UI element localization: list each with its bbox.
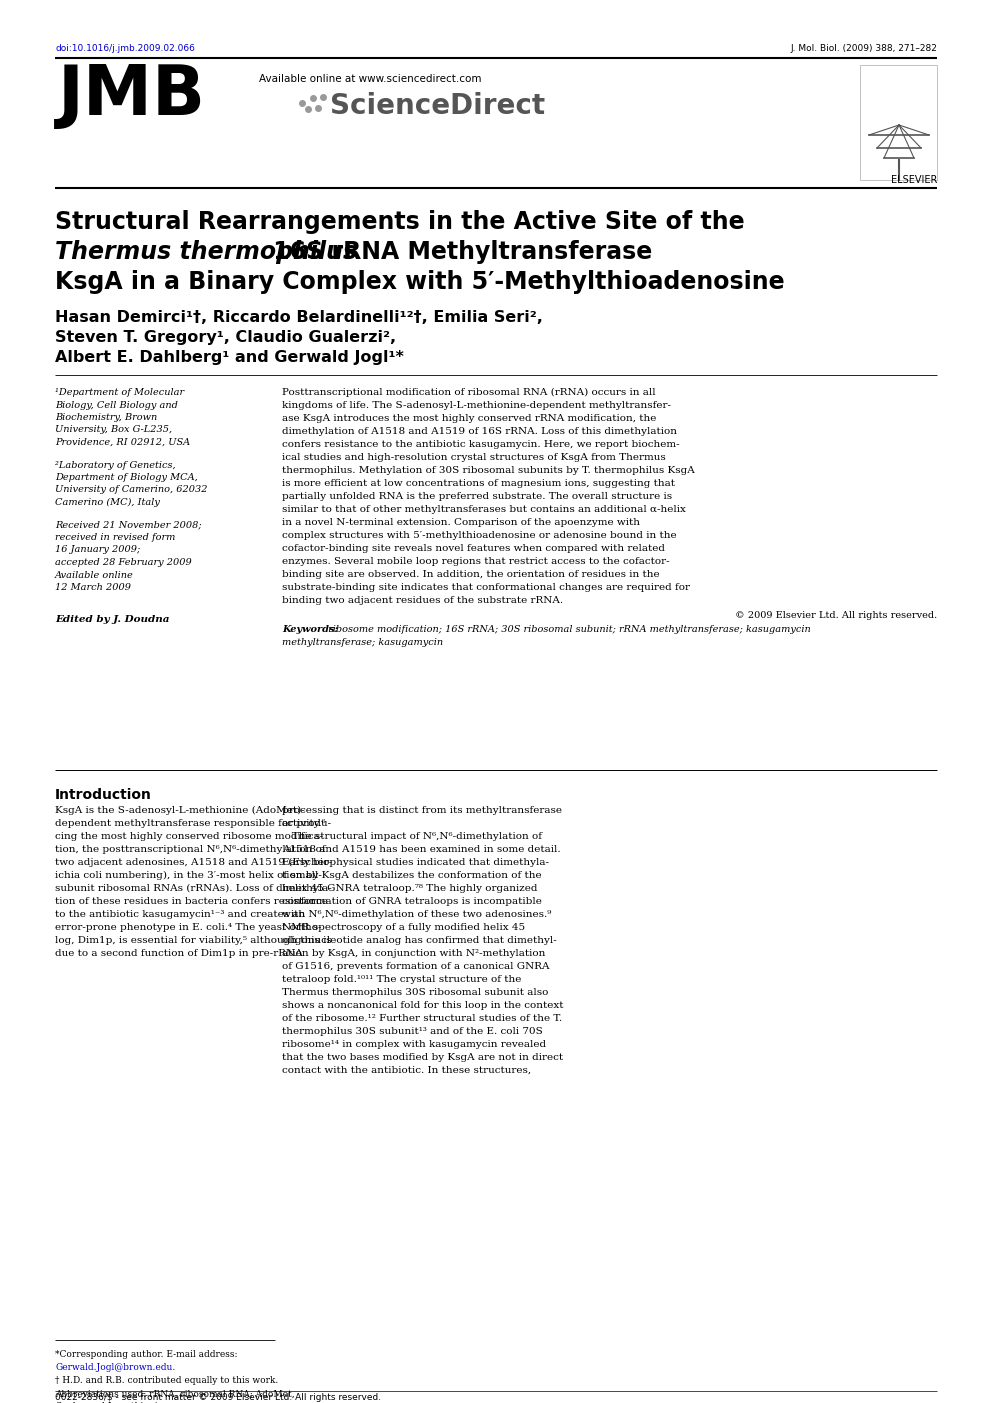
Text: Early biophysical studies indicated that dimethyla-: Early biophysical studies indicated that… — [282, 859, 549, 867]
Text: 0022-2836/$ - see front matter © 2009 Elsevier Ltd. All rights reserved.: 0022-2836/$ - see front matter © 2009 El… — [55, 1393, 381, 1402]
Text: doi:10.1016/j.jmb.2009.02.066: doi:10.1016/j.jmb.2009.02.066 — [55, 43, 194, 53]
Text: with N⁶,N⁶-dimethylation of these two adenosines.⁹: with N⁶,N⁶-dimethylation of these two ad… — [282, 911, 552, 919]
Text: ichia coli numbering), in the 3′-most helix of small-: ichia coli numbering), in the 3′-most he… — [55, 871, 321, 880]
Text: partially unfolded RNA is the preferred substrate. The overall structure is: partially unfolded RNA is the preferred … — [282, 492, 673, 501]
Text: is more efficient at low concentrations of magnesium ions, suggesting that: is more efficient at low concentrations … — [282, 478, 675, 488]
Text: KsgA is the S-adenosyl-L-methionine (AdoMet)-: KsgA is the S-adenosyl-L-methionine (Ado… — [55, 805, 305, 815]
Text: binding site are observed. In addition, the orientation of residues in the: binding site are observed. In addition, … — [282, 570, 660, 579]
Text: Received 21 November 2008;: Received 21 November 2008; — [55, 521, 201, 529]
Text: 16 January 2009;: 16 January 2009; — [55, 546, 140, 554]
Text: Department of Biology MCA,: Department of Biology MCA, — [55, 473, 197, 483]
Text: Introduction: Introduction — [55, 788, 152, 803]
Text: Posttranscriptional modification of ribosomal RNA (rRNA) occurs in all: Posttranscriptional modification of ribo… — [282, 389, 656, 397]
Text: Structural Rearrangements in the Active Site of the: Structural Rearrangements in the Active … — [55, 210, 745, 234]
Text: cing the most highly conserved ribosome modifica-: cing the most highly conserved ribosome … — [55, 832, 323, 840]
Text: *Corresponding author. E-mail address:: *Corresponding author. E-mail address: — [55, 1350, 237, 1360]
Text: KsgA in a Binary Complex with 5′-Methylthioadenosine: KsgA in a Binary Complex with 5′-Methylt… — [55, 269, 785, 295]
Text: 16S rRNA Methyltransferase: 16S rRNA Methyltransferase — [265, 240, 653, 264]
Text: shows a noncanonical fold for this loop in the context: shows a noncanonical fold for this loop … — [282, 1000, 563, 1010]
Text: ical studies and high-resolution crystal structures of KsgA from Thermus: ical studies and high-resolution crystal… — [282, 453, 666, 462]
Text: of G1516, prevents formation of a canonical GNRA: of G1516, prevents formation of a canoni… — [282, 962, 550, 971]
Text: due to a second function of Dim1p in pre-rRNA: due to a second function of Dim1p in pre… — [55, 948, 303, 958]
Text: ribosome modification; 16S rRNA; 30S ribosomal subunit; rRNA methyltransferase; : ribosome modification; 16S rRNA; 30S rib… — [325, 624, 810, 634]
Text: in a novel N-terminal extension. Comparison of the apoenzyme with: in a novel N-terminal extension. Compari… — [282, 518, 640, 528]
Text: binding two adjacent residues of the substrate rRNA.: binding two adjacent residues of the sub… — [282, 596, 563, 605]
Text: Available online at www.sciencedirect.com: Available online at www.sciencedirect.co… — [259, 74, 481, 84]
Text: of the ribosome.¹² Further structural studies of the T.: of the ribosome.¹² Further structural st… — [282, 1014, 562, 1023]
Text: Steven T. Gregory¹, Claudio Gualerzi²,: Steven T. Gregory¹, Claudio Gualerzi², — [55, 330, 396, 345]
Text: Thermus thermophilus 30S ribosomal subunit also: Thermus thermophilus 30S ribosomal subun… — [282, 988, 549, 998]
Text: 12 March 2009: 12 March 2009 — [55, 584, 131, 592]
Text: conformation of GNRA tetraloops is incompatible: conformation of GNRA tetraloops is incom… — [282, 897, 542, 906]
Text: NMR spectroscopy of a fully modified helix 45: NMR spectroscopy of a fully modified hel… — [282, 923, 525, 932]
Text: JMB: JMB — [58, 62, 206, 129]
Text: error-prone phenotype in E. coli.⁴ The yeast ortho-: error-prone phenotype in E. coli.⁴ The y… — [55, 923, 321, 932]
Text: thermophilus 30S subunit¹³ and of the E. coli 70S: thermophilus 30S subunit¹³ and of the E.… — [282, 1027, 543, 1035]
Text: confers resistance to the antibiotic kasugamycin. Here, we report biochem-: confers resistance to the antibiotic kas… — [282, 441, 680, 449]
Text: received in revised form: received in revised form — [55, 533, 176, 542]
Text: contact with the antibiotic. In these structures,: contact with the antibiotic. In these st… — [282, 1066, 531, 1075]
Text: to the antibiotic kasugamycin¹⁻³ and creates an: to the antibiotic kasugamycin¹⁻³ and cre… — [55, 911, 306, 919]
Text: dependent methyltransferase responsible for produ-: dependent methyltransferase responsible … — [55, 819, 331, 828]
Text: dimethylation of A1518 and A1519 of 16S rRNA. Loss of this dimethylation: dimethylation of A1518 and A1519 of 16S … — [282, 427, 677, 436]
Text: † H.D. and R.B. contributed equally to this work.: † H.D. and R.B. contributed equally to t… — [55, 1376, 278, 1385]
Text: methyltransferase; kasugamycin: methyltransferase; kasugamycin — [282, 638, 443, 647]
Text: kingdoms of life. The S-adenosyl-L-methionine-dependent methyltransfer-: kingdoms of life. The S-adenosyl-L-methi… — [282, 401, 671, 410]
Text: subunit ribosomal RNAs (rRNAs). Loss of dimethyla-: subunit ribosomal RNAs (rRNAs). Loss of … — [55, 884, 331, 894]
Text: A1518 and A1519 has been examined in some detail.: A1518 and A1519 has been examined in som… — [282, 845, 560, 854]
Text: enzymes. Several mobile loop regions that restrict access to the cofactor-: enzymes. Several mobile loop regions tha… — [282, 557, 670, 565]
Text: ase KsgA introduces the most highly conserved rRNA modification, the: ase KsgA introduces the most highly cons… — [282, 414, 657, 422]
Text: tion, the posttranscriptional N⁶,N⁶-dimethylation of: tion, the posttranscriptional N⁶,N⁶-dime… — [55, 845, 325, 854]
Text: thermophilus. Methylation of 30S ribosomal subunits by T. thermophilus KsgA: thermophilus. Methylation of 30S ribosom… — [282, 466, 694, 476]
Text: oligonucleotide analog has confirmed that dimethyl-: oligonucleotide analog has confirmed tha… — [282, 936, 557, 946]
Text: tetraloop fold.¹⁰¹¹ The crystal structure of the: tetraloop fold.¹⁰¹¹ The crystal structur… — [282, 975, 522, 984]
Text: Biology, Cell Biology and: Biology, Cell Biology and — [55, 400, 178, 410]
Text: Providence, RI 02912, USA: Providence, RI 02912, USA — [55, 438, 190, 448]
Text: that the two bases modified by KsgA are not in direct: that the two bases modified by KsgA are … — [282, 1054, 563, 1062]
Text: University of Camerino, 62032: University of Camerino, 62032 — [55, 485, 207, 494]
Text: ²Laboratory of Genetics,: ²Laboratory of Genetics, — [55, 460, 176, 470]
Text: Camerino (MC), Italy: Camerino (MC), Italy — [55, 498, 160, 506]
Text: log, Dim1p, is essential for viability,⁵ although this is: log, Dim1p, is essential for viability,⁵… — [55, 936, 331, 946]
Text: Available online: Available online — [55, 571, 134, 579]
Text: cofactor-binding site reveals novel features when compared with related: cofactor-binding site reveals novel feat… — [282, 544, 665, 553]
Text: © 2009 Elsevier Ltd. All rights reserved.: © 2009 Elsevier Ltd. All rights reserved… — [735, 610, 937, 620]
Text: tion by KsgA destabilizes the conformation of the: tion by KsgA destabilizes the conformati… — [282, 871, 542, 880]
Text: Hasan Demirci¹†, Riccardo Belardinelli¹²†, Emilia Seri²,: Hasan Demirci¹†, Riccardo Belardinelli¹²… — [55, 310, 543, 325]
Text: Keywords:: Keywords: — [282, 624, 338, 634]
Text: Biochemistry, Brown: Biochemistry, Brown — [55, 412, 158, 422]
Text: processing that is distinct from its methyltransferase: processing that is distinct from its met… — [282, 805, 562, 815]
Text: two adjacent adenosines, A1518 and A1519 (Escher-: two adjacent adenosines, A1518 and A1519… — [55, 859, 332, 867]
Text: substrate-binding site indicates that conformational changes are required for: substrate-binding site indicates that co… — [282, 584, 690, 592]
Text: Abbreviations used: rRNA, ribosomal RNA; AdoMet,: Abbreviations used: rRNA, ribosomal RNA;… — [55, 1389, 295, 1397]
Text: J. Mol. Biol. (2009) 388, 271–282: J. Mol. Biol. (2009) 388, 271–282 — [790, 43, 937, 53]
Text: The structural impact of N⁶,N⁶-dimethylation of: The structural impact of N⁶,N⁶-dimethyla… — [282, 832, 542, 840]
Text: ScienceDirect: ScienceDirect — [330, 93, 546, 121]
Bar — [860, 65, 937, 180]
Text: helix 45 GNRA tetraloop.⁷⁸ The highly organized: helix 45 GNRA tetraloop.⁷⁸ The highly or… — [282, 884, 538, 892]
Text: ation by KsgA, in conjunction with N²-methylation: ation by KsgA, in conjunction with N²-me… — [282, 948, 546, 958]
Text: Thermus thermophilus: Thermus thermophilus — [55, 240, 357, 264]
Text: similar to that of other methyltransferases but contains an additional α-helix: similar to that of other methyltransfera… — [282, 505, 685, 513]
Text: activity.⁶: activity.⁶ — [282, 819, 326, 828]
Text: complex structures with 5′-methylthioadenosine or adenosine bound in the: complex structures with 5′-methylthioade… — [282, 530, 677, 540]
Text: ribosome¹⁴ in complex with kasugamycin revealed: ribosome¹⁴ in complex with kasugamycin r… — [282, 1040, 547, 1049]
Text: Gerwald.Jogl@brown.edu.: Gerwald.Jogl@brown.edu. — [55, 1362, 176, 1372]
Text: Edited by J. Doudna: Edited by J. Doudna — [55, 616, 170, 624]
Text: ¹Department of Molecular: ¹Department of Molecular — [55, 389, 185, 397]
Text: University, Box G-L235,: University, Box G-L235, — [55, 425, 173, 435]
Text: accepted 28 February 2009: accepted 28 February 2009 — [55, 558, 191, 567]
Text: Albert E. Dahlberg¹ and Gerwald Jogl¹*: Albert E. Dahlberg¹ and Gerwald Jogl¹* — [55, 349, 404, 365]
Text: ELSEVIER: ELSEVIER — [891, 175, 937, 185]
Text: tion of these residues in bacteria confers resistance: tion of these residues in bacteria confe… — [55, 897, 328, 906]
